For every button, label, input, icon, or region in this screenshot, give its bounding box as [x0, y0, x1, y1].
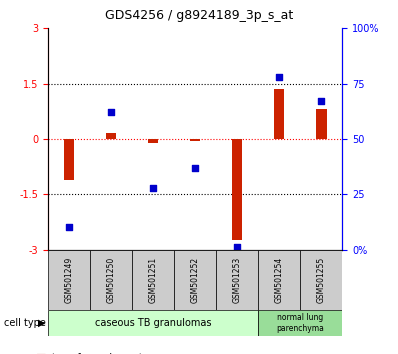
- Point: [192, 165, 198, 171]
- Bar: [232, 139, 242, 240]
- Bar: [148, 139, 158, 143]
- FancyBboxPatch shape: [216, 250, 258, 310]
- Bar: [316, 109, 326, 139]
- Text: ■: ■: [36, 353, 46, 354]
- Point: [108, 110, 114, 115]
- Point: [150, 185, 156, 190]
- Point: [276, 74, 282, 80]
- FancyBboxPatch shape: [258, 310, 342, 336]
- Bar: [64, 139, 74, 179]
- Text: transformed count: transformed count: [52, 353, 142, 354]
- FancyBboxPatch shape: [48, 310, 258, 336]
- Text: GSM501253: GSM501253: [232, 257, 242, 303]
- Point: [318, 98, 324, 104]
- Text: GSM501250: GSM501250: [106, 257, 115, 303]
- Text: GSM501251: GSM501251: [148, 257, 158, 303]
- Text: GSM501254: GSM501254: [275, 257, 284, 303]
- Text: ▶: ▶: [38, 318, 46, 328]
- Text: normal lung
parenchyma: normal lung parenchyma: [276, 313, 324, 333]
- FancyBboxPatch shape: [258, 250, 300, 310]
- Text: caseous TB granulomas: caseous TB granulomas: [95, 318, 211, 328]
- FancyBboxPatch shape: [174, 250, 216, 310]
- FancyBboxPatch shape: [90, 250, 132, 310]
- Text: GSM501252: GSM501252: [191, 257, 199, 303]
- FancyBboxPatch shape: [48, 250, 90, 310]
- Point: [66, 225, 72, 230]
- Point: [234, 245, 240, 250]
- Text: GSM501249: GSM501249: [64, 257, 73, 303]
- Bar: [190, 139, 200, 141]
- FancyBboxPatch shape: [132, 250, 174, 310]
- Bar: [274, 89, 285, 139]
- Text: GSM501255: GSM501255: [317, 257, 326, 303]
- Bar: [105, 133, 116, 139]
- Text: cell type: cell type: [4, 318, 46, 328]
- FancyBboxPatch shape: [300, 250, 342, 310]
- Text: GDS4256 / g8924189_3p_s_at: GDS4256 / g8924189_3p_s_at: [105, 9, 293, 22]
